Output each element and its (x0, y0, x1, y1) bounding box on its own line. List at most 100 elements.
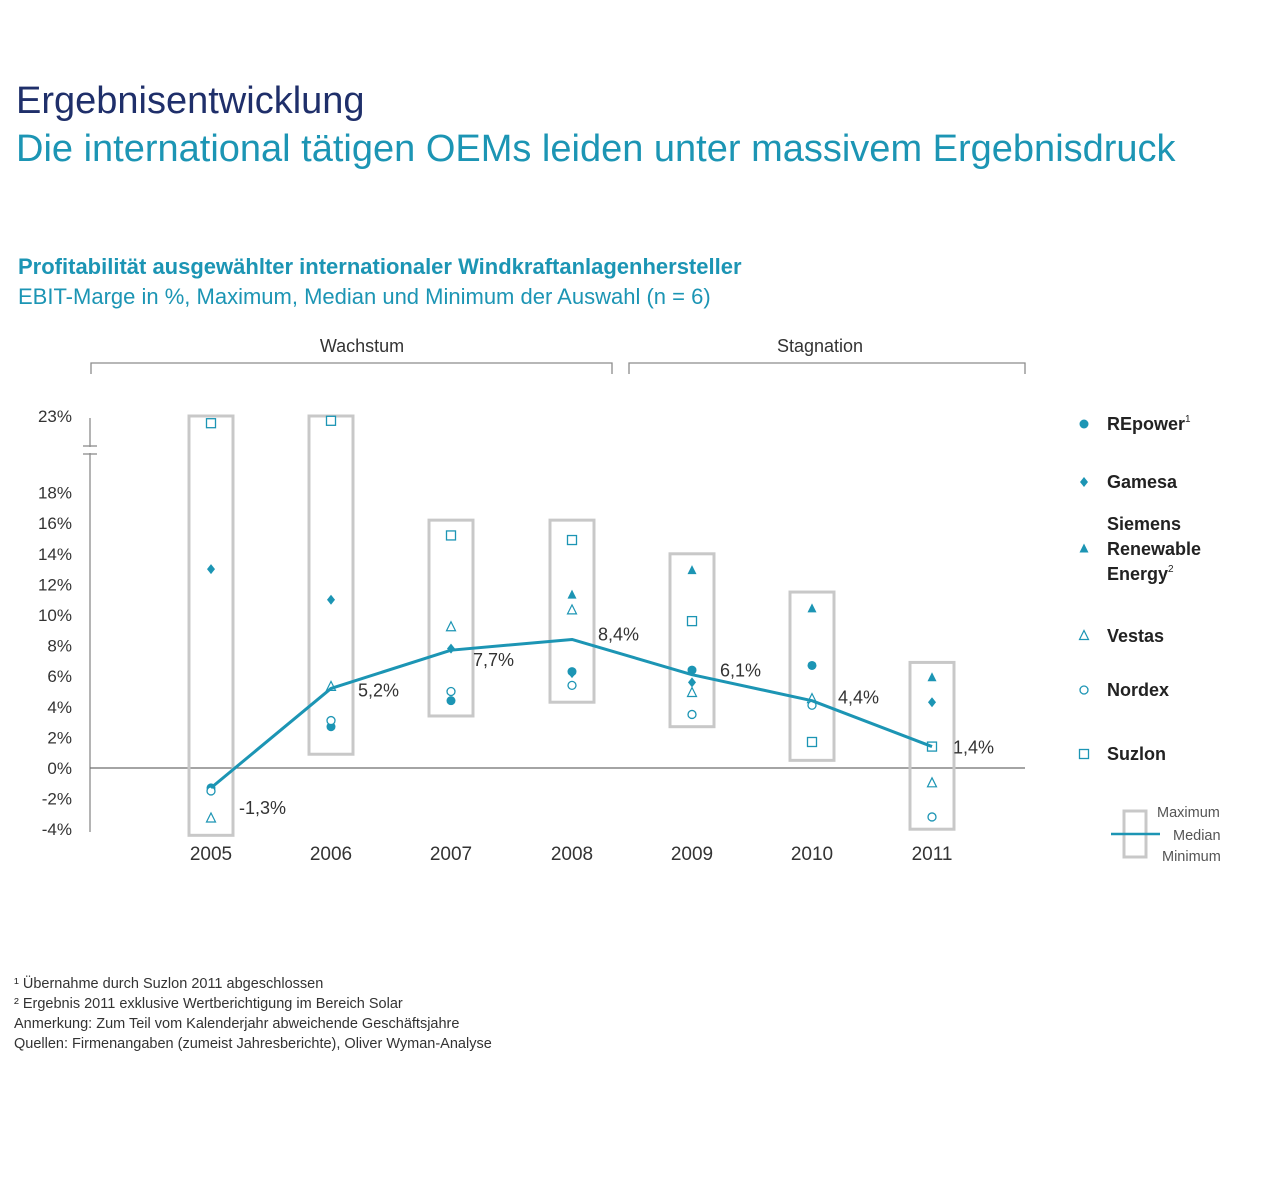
legend-footnote-ref: 2 (1168, 564, 1174, 575)
legend-label-line: Renewable (1107, 539, 1201, 559)
data-point-nordex (567, 680, 577, 691)
median-label: 4,4% (838, 688, 879, 708)
y-tick-label: 6% (47, 667, 72, 686)
phase-bracket (90, 362, 613, 374)
chart-title: Profitabilität ausgewählter internationa… (18, 254, 742, 279)
legend-key-max-label: Maximum (1157, 805, 1220, 821)
data-point-suzlon (686, 615, 698, 627)
legend-marker (1079, 685, 1089, 695)
phase-bracket (628, 362, 1026, 374)
legend-label-line: Vestas (1107, 626, 1164, 646)
data-point-nordex (206, 786, 216, 796)
data-point-vestas (686, 686, 698, 698)
y-tick-label: 14% (38, 545, 72, 564)
phase-label: Wachstum (320, 336, 404, 356)
range-box (668, 552, 716, 729)
median-line (210, 637, 933, 790)
y-tick-label: 4% (47, 698, 72, 717)
legend-label-line: Energy (1107, 564, 1168, 584)
legend-marker (1078, 629, 1090, 641)
data-point-suzlon (445, 530, 457, 541)
median-label: 1,4% (953, 738, 994, 758)
x-tick-label: 2010 (791, 844, 833, 865)
legend-key-median-label: Median (1173, 828, 1221, 844)
legend-label-line: Siemens (1107, 514, 1181, 534)
range-box (788, 590, 836, 762)
data-point-gamesa (207, 564, 215, 575)
y-tick-label: 0% (47, 759, 72, 778)
legend-label-line: REpower (1107, 414, 1185, 434)
legend-label-line: Gamesa (1107, 472, 1178, 492)
y-tick-label: 10% (38, 606, 72, 625)
data-point-suzlon (566, 534, 578, 546)
data-point-siemens-renewable-energy (927, 672, 937, 682)
legend-marker (1080, 477, 1088, 487)
legend-label: Siemens Renewable Energy2 (1107, 514, 1201, 584)
data-point-suzlon (325, 415, 337, 426)
legend-label: Suzlon (1107, 744, 1166, 764)
data-point-nordex (326, 715, 336, 726)
footnote-2: ² Ergebnis 2011 exklusive Wertberichtigu… (14, 996, 403, 1012)
legend-key-min-label: Minimum (1162, 849, 1221, 865)
data-point-gamesa (928, 697, 936, 708)
footnote-note: Anmerkung: Zum Teil vom Kalenderjahr abw… (14, 1016, 460, 1032)
median-label: 7,7% (473, 650, 514, 670)
range-box (307, 414, 355, 756)
ebit-margin-chart: 23% 18% 16% 14% 12% 10% 8% 6% 4% 2% 0% -2% -4% Wachst… (38, 336, 1221, 865)
legend-label: Vestas (1107, 626, 1164, 646)
data-point-gamesa (327, 594, 335, 605)
data-point-nordex (687, 709, 697, 720)
data-point-suzlon (806, 736, 818, 748)
range-box (187, 414, 235, 837)
footnote-sources: Quellen: Firmenangaben (zumeist Jahresbe… (14, 1036, 492, 1052)
legend-label: Nordex (1107, 680, 1169, 700)
legend-label: Gamesa (1107, 472, 1178, 492)
legend-marker (1079, 419, 1089, 429)
x-tick-label: 2011 (912, 844, 953, 865)
footnote-1: ¹ Übernahme durch Suzlon 2011 abgeschlos… (14, 976, 324, 992)
x-tick-label: 2008 (551, 844, 593, 865)
y-tick-label: -4% (42, 820, 72, 839)
data-point-vestas (566, 603, 578, 615)
median-label: 5,2% (358, 680, 399, 700)
range-box (908, 660, 956, 831)
y-tick-label: -2% (42, 790, 72, 809)
y-tick-label: 23% (38, 407, 72, 426)
data-point-siemens-renewable-energy (687, 565, 697, 575)
y-tick-label: 16% (38, 514, 72, 533)
median-label: 6,1% (720, 661, 761, 681)
chart-subtitle: EBIT-Marge in %, Maximum, Median und Min… (18, 284, 711, 309)
legend-marker (1079, 543, 1089, 553)
data-point-repower (687, 665, 697, 675)
legend-label: REpower1 (1107, 414, 1191, 434)
x-tick-label: 2007 (430, 844, 472, 865)
data-point-vestas (926, 776, 938, 788)
y-tick-label: 18% (38, 484, 72, 503)
y-tick-label: 2% (47, 728, 72, 747)
median-label: -1,3% (239, 798, 286, 818)
legend-footnote-ref: 1 (1185, 414, 1191, 425)
legend-label-line: Suzlon (1107, 744, 1166, 764)
range-box (548, 518, 596, 704)
data-point-vestas (205, 811, 217, 823)
range-box (427, 518, 475, 718)
y-tick-label: 8% (47, 637, 72, 656)
x-tick-label: 2006 (310, 844, 352, 865)
data-point-suzlon (205, 418, 217, 429)
axis-break-gap (86, 447, 94, 453)
data-point-nordex (927, 812, 937, 822)
data-point-repower (807, 660, 817, 670)
data-point-vestas (445, 620, 457, 632)
legend-marker (1078, 748, 1090, 760)
data-point-repower (446, 696, 456, 706)
footnotes: ¹ Übernahme durch Suzlon 2011 abgeschlos… (14, 974, 492, 1054)
y-tick-label: 12% (38, 575, 72, 594)
page-subtitle: Die international tätigen OEMs leiden un… (16, 128, 1176, 170)
phase-label: Stagnation (777, 336, 863, 356)
data-point-siemens-renewable-energy (807, 603, 817, 613)
data-point-gamesa (688, 677, 696, 688)
data-point-gamesa (568, 668, 576, 679)
x-tick-label: 2005 (190, 844, 232, 865)
x-tick-label: 2009 (671, 844, 713, 865)
page-title: Ergebnisentwicklung (16, 80, 365, 122)
